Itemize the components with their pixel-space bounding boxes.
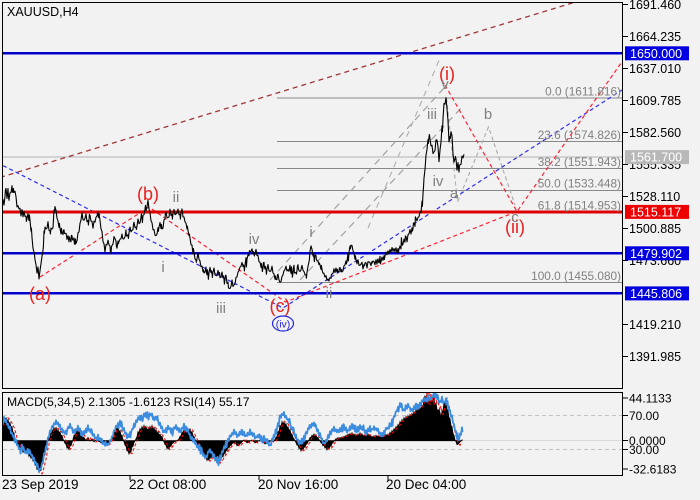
svg-text:-32.6183: -32.6183: [629, 462, 677, 476]
svg-text:70.00: 70.00: [629, 409, 659, 423]
svg-text:1637.010: 1637.010: [629, 62, 681, 76]
svg-text:50.0 (1533.448): 50.0 (1533.448): [538, 177, 621, 191]
svg-text:(b): (b): [137, 184, 159, 204]
svg-text:i: i: [309, 224, 312, 241]
svg-text:b: b: [484, 106, 492, 123]
svg-text:1528.110: 1528.110: [629, 190, 680, 204]
svg-text:1500.885: 1500.885: [629, 222, 681, 236]
svg-text:22 Oct 08:00: 22 Oct 08:00: [129, 477, 206, 492]
svg-text:(a): (a): [29, 284, 51, 304]
svg-text:iv: iv: [433, 173, 444, 190]
svg-text:1609.785: 1609.785: [629, 94, 681, 108]
svg-text:iv: iv: [249, 231, 260, 248]
svg-text:38.2 (1551.943): 38.2 (1551.943): [538, 155, 621, 169]
svg-text:1445.806: 1445.806: [630, 287, 682, 301]
svg-text:iii: iii: [427, 106, 437, 123]
svg-text:(c): (c): [270, 296, 291, 316]
svg-text:20 Dec 04:00: 20 Dec 04:00: [386, 477, 466, 492]
svg-text:0.0 (1611.816): 0.0 (1611.816): [545, 85, 621, 99]
svg-text:1664.235: 1664.235: [629, 30, 681, 44]
svg-text:44.1133: 44.1133: [629, 392, 672, 406]
svg-text:61.8 (1514.953): 61.8 (1514.953): [538, 199, 621, 213]
svg-text:0.0000: 0.0000: [629, 434, 666, 448]
svg-text:(iv): (iv): [276, 319, 291, 331]
svg-text:1650.000: 1650.000: [630, 47, 682, 61]
svg-text:1479.902: 1479.902: [630, 247, 682, 261]
svg-text:XAUUSD,H4: XAUUSD,H4: [7, 5, 79, 19]
svg-text:1561.700: 1561.700: [630, 151, 682, 165]
svg-text:ii: ii: [173, 189, 180, 206]
svg-text:100.0 (1455.080): 100.0 (1455.080): [531, 269, 621, 283]
svg-text:v: v: [441, 76, 449, 93]
svg-text:20 Nov 16:00: 20 Nov 16:00: [258, 477, 338, 492]
svg-text:iii: iii: [216, 300, 226, 317]
svg-text:(i): (i): [439, 64, 455, 84]
svg-text:a: a: [450, 185, 459, 202]
svg-text:1391.985: 1391.985: [629, 350, 681, 364]
svg-text:1419.210: 1419.210: [629, 318, 681, 332]
svg-text:(ii): (ii): [505, 217, 525, 237]
svg-text:ii: ii: [326, 285, 333, 302]
svg-text:23.6 (1574.826): 23.6 (1574.826): [538, 128, 621, 142]
svg-text:23 Sep 2019: 23 Sep 2019: [2, 477, 79, 492]
svg-text:1515.117: 1515.117: [630, 205, 681, 219]
svg-text:c: c: [511, 209, 519, 226]
svg-text:MACD(5,34,5) 2.1305 -1.6123 RS: MACD(5,34,5) 2.1305 -1.6123 RSI(14) 55.1…: [7, 395, 250, 409]
svg-text:i: i: [161, 259, 164, 276]
svg-text:30.00: 30.00: [629, 443, 659, 457]
svg-text:1691.460: 1691.460: [629, 0, 681, 12]
svg-text:1582.560: 1582.560: [629, 126, 681, 140]
